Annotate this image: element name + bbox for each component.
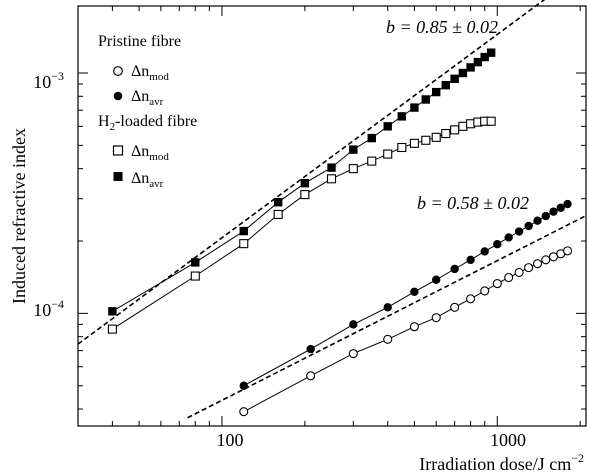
data-point-open-square — [421, 135, 431, 145]
data-point-open-square — [239, 239, 249, 249]
data-point-filled-circle — [239, 381, 248, 390]
legend-entry-pristine-mod: Δnmod — [131, 63, 169, 83]
data-point-filled-square — [480, 52, 489, 62]
y-axis-label: Induced refractive index — [9, 128, 29, 304]
data-point-filled-square — [473, 57, 483, 67]
data-point-filled-square — [383, 122, 392, 131]
data-point-open-square — [450, 125, 460, 135]
data-point-filled-circle — [432, 275, 441, 284]
data-point-filled-circle — [480, 247, 489, 256]
data-point-filled-square — [466, 63, 475, 72]
fit-line-upper — [77, 0, 546, 345]
data-point-open-circle — [409, 322, 419, 332]
data-point-open-square — [383, 149, 393, 159]
legend-entry-h2-avr: Δnavr — [131, 170, 164, 190]
axis-ticks — [77, 6, 586, 426]
data-point-filled-circle — [563, 199, 572, 209]
data-point-open-circle — [541, 255, 551, 265]
data-point-filled-square — [486, 48, 496, 57]
data-point-open-square — [367, 156, 377, 166]
data-point-filled-square — [441, 80, 450, 90]
data-point-open-circle — [306, 371, 316, 381]
data-point-filled-square — [397, 112, 407, 121]
data-point-open-circle — [348, 349, 358, 359]
data-point-open-square — [431, 132, 441, 142]
legend-group-h2-title: H2-loaded fibre — [98, 113, 197, 133]
y-tick-label-1e-3: 10−3 — [33, 69, 64, 92]
data-point-filled-square — [410, 103, 419, 112]
legend-marker-filled-square — [113, 172, 123, 181]
data-point-open-circle — [492, 279, 502, 289]
data-point-filled-square — [367, 133, 376, 143]
data-point-filled-square — [432, 87, 441, 97]
data-series — [107, 48, 573, 417]
data-point-filled-square — [239, 226, 248, 236]
data-point-open-circle — [466, 294, 476, 304]
legend-marker-open-circle — [113, 66, 123, 76]
data-point-open-circle — [532, 259, 543, 269]
plot-frame — [77, 5, 587, 427]
data-point-filled-circle — [383, 303, 392, 312]
legend-entry-h2-mod: Δnmod — [131, 143, 169, 163]
slope-annotation-lower: b = 0.58 ± 0.02 — [417, 193, 529, 213]
data-point-open-square — [441, 128, 451, 139]
data-point-filled-square — [108, 307, 117, 316]
data-point-open-square — [397, 142, 407, 153]
legend-marker-open-square — [112, 145, 124, 156]
data-point-filled-circle — [524, 221, 533, 231]
data-point-open-circle — [239, 407, 249, 417]
data-point-filled-circle — [541, 211, 550, 221]
data-point-open-square — [486, 116, 496, 126]
data-point-filled-square — [327, 163, 336, 172]
data-point-filled-square — [191, 258, 200, 267]
data-point-open-circle — [480, 286, 490, 296]
data-point-filled-square — [349, 145, 358, 154]
data-point-open-square — [107, 324, 117, 334]
data-point-open-square — [300, 190, 310, 200]
series-line-open-square — [112, 120, 492, 330]
data-point-filled-circle — [556, 203, 565, 212]
fit-lines — [77, 0, 587, 419]
legend-group-pristine-title: Pristine fibre — [98, 33, 181, 50]
x-tick-label-100: 100 — [217, 430, 244, 450]
data-point-open-square — [190, 271, 200, 281]
data-point-open-circle — [563, 246, 573, 256]
data-point-filled-square — [273, 198, 283, 207]
data-point-filled-circle — [306, 344, 315, 354]
data-point-filled-circle — [514, 227, 524, 236]
x-axis-label: Irradiation dose/J cm−2 — [419, 451, 584, 474]
data-point-open-circle — [514, 267, 524, 278]
data-point-open-square — [409, 138, 419, 148]
legend-entry-pristine-avr: Δnavr — [131, 88, 164, 108]
data-point-filled-circle — [504, 233, 513, 242]
data-point-filled-circle — [410, 287, 419, 296]
slope-annotation-upper: b = 0.85 ± 0.02 — [386, 17, 498, 37]
data-point-open-square — [348, 164, 358, 174]
data-point-open-circle — [383, 334, 393, 344]
legend-marker-filled-circle — [113, 91, 123, 101]
data-point-open-square — [326, 174, 337, 184]
y-tick-label-1e-4: 10−4 — [33, 297, 64, 320]
data-point-filled-square — [458, 68, 468, 78]
data-point-open-circle — [524, 263, 534, 273]
x-tick-label-1000: 1000 — [490, 430, 526, 450]
fit-line-lower — [187, 214, 587, 419]
data-point-filled-circle — [349, 320, 358, 329]
legend: Pristine fibre Δnmod Δnavr H2-loaded fib… — [98, 33, 197, 190]
data-point-filled-square — [421, 95, 431, 104]
data-point-filled-circle — [549, 207, 558, 216]
data-point-open-circle — [450, 302, 460, 312]
data-point-filled-square — [450, 74, 459, 84]
data-point-filled-square — [300, 178, 310, 188]
data-point-open-square — [273, 209, 283, 219]
data-point-open-circle — [431, 313, 441, 323]
data-point-filled-circle — [466, 255, 475, 265]
data-point-filled-circle — [450, 264, 459, 274]
data-point-filled-circle — [533, 216, 542, 225]
data-point-open-square — [458, 121, 468, 131]
data-point-filled-circle — [493, 239, 502, 249]
data-point-open-circle — [504, 272, 514, 283]
